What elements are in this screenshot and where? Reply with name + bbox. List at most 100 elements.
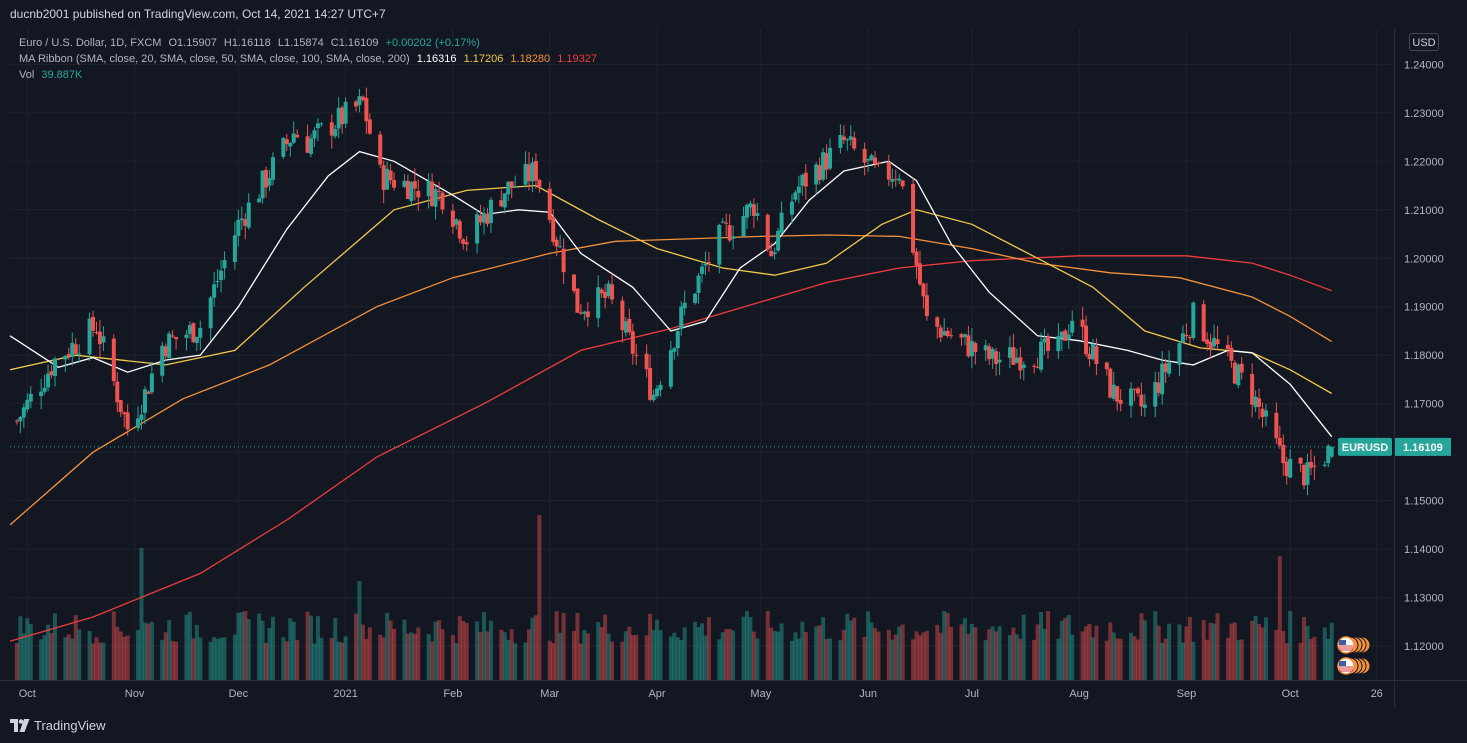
volume-bar [288,618,293,680]
volume-bar [841,629,846,680]
candle-body [1229,347,1234,361]
volume-bar [1139,613,1144,680]
candle-body [1104,362,1109,370]
candle-body [25,399,30,410]
volume-bar [935,624,940,680]
volume-bar [1277,556,1282,680]
volume-bar [1305,626,1310,680]
candle-body [73,344,78,354]
candle-body [270,157,275,180]
volume-bar [585,633,590,680]
x-tick-label: Oct [1282,688,1299,700]
candle-body [260,170,265,199]
candle-body [1274,412,1279,439]
candle-body [1239,363,1244,373]
candle-body [776,230,781,251]
currency-button[interactable]: USD [1409,33,1439,51]
legend-vol-row[interactable]: Vol 39.887K [19,67,601,83]
candle-body [509,181,514,188]
candle-body [21,407,26,418]
volume-bar [1066,614,1071,680]
candle-body [873,157,877,164]
candle-body [91,316,96,331]
volume-bar [1260,627,1265,680]
volume-bar [744,611,749,680]
candle-body [731,236,736,239]
candle-body [672,348,677,352]
volume-bar [1021,614,1026,680]
candle-body [1160,363,1165,395]
candle-body [125,412,130,430]
volume-bar [284,641,289,680]
candle-body [741,215,746,237]
y-tick-label: 1.15000 [1404,496,1444,508]
tradingview-logo[interactable]: TradingView [10,718,106,733]
candle-body [1007,347,1012,358]
symbol-tag [1338,437,1392,456]
volume-bar [873,628,877,680]
candle-body [1129,388,1134,406]
candle-body [658,384,663,390]
candle-body [869,155,874,161]
candle-body [817,165,822,180]
x-tick-label: Nov [125,688,145,700]
volume-bar [412,633,417,680]
volume-bar [603,614,608,680]
volume-bar [118,631,123,680]
volume-bar [1187,616,1192,680]
ma-line-ma50 [9,184,1333,395]
candle-body [111,338,116,382]
candle-body [558,246,563,248]
volume-bar [620,641,625,680]
x-tick-label: 26 [1371,688,1383,700]
volume-bar [530,617,535,680]
candle-body [876,162,881,164]
candle-body [949,335,954,337]
legend-ma-row[interactable]: MA Ribbon (SMA, close, 20, SMA, close, 5… [19,51,601,67]
candle-body [772,252,777,255]
candle-body [440,192,445,210]
volume-bar [39,639,44,680]
published-line: ducnb2001 published on TradingView.com, … [10,7,386,21]
volume-bar [222,637,227,680]
candle-body [848,136,853,140]
volume-bar [77,629,82,680]
candle-body [644,353,649,370]
candle-body [779,212,784,233]
volume-bar [1232,622,1237,680]
price-chart[interactable]: 1.24000 1.23000 1.22000 1.21000 1.20000 1.190… [0,28,1467,708]
chart-frame[interactable]: 1.24000 1.23000 1.22000 1.21000 1.20000 1.190… [0,28,1467,708]
ma-ribbon-label: MA Ribbon (SMA, close, 20, SMA, close, 5… [19,53,410,65]
candle-body [239,218,244,221]
candle-body [1329,446,1334,457]
candle-body [367,119,372,134]
volume-bar [281,637,286,680]
candle-body [789,201,794,215]
volume-bar [63,637,68,680]
volume-bar [727,628,732,680]
volume-bars [14,515,1334,680]
candle-body [862,148,867,163]
candle-body [309,138,314,154]
candles [14,87,1334,495]
volume-bar [101,642,106,680]
candle-body [1056,336,1061,352]
volume-bar [693,621,698,680]
tradingview-logo-icon [10,719,30,732]
candle-body [1142,404,1147,408]
legend-symbol-row[interactable]: Euro / U.S. Dollar, 1D, FXCM O1.15907 H1… [19,35,601,51]
candle-body [575,288,580,313]
volume-bar [111,611,116,680]
volume-bar [578,643,583,680]
candle-body [803,172,808,187]
candle-body [814,164,819,185]
candle-body [118,400,123,413]
volume-bar [343,636,348,680]
volume-bar [329,638,334,680]
volume-bar [1094,625,1099,680]
volume-bar [1212,623,1217,680]
volume-bar [921,632,926,680]
x-tick-label: Aug [1069,688,1089,700]
candle-body [416,190,421,198]
candle-body [700,266,704,274]
